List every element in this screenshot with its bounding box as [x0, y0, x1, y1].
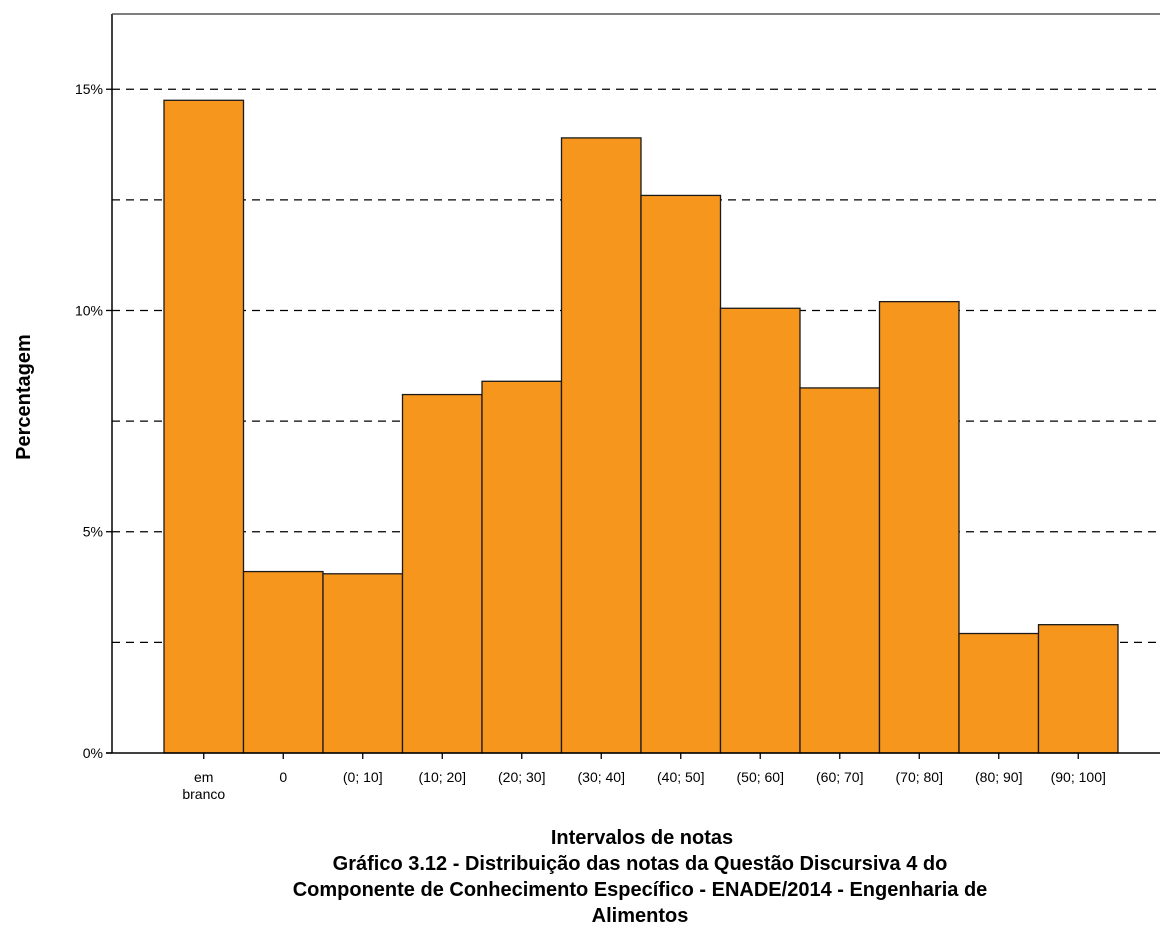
bar-3 [401, 393, 483, 754]
bar-9 [878, 300, 960, 754]
bar-10 [958, 632, 1040, 754]
bar-8 [799, 387, 881, 754]
x-tick-label: (20; 30] [498, 769, 545, 785]
bar-11 [1037, 624, 1119, 754]
y-tick-label: 5% [83, 524, 103, 540]
x-tick-label: 0 [279, 769, 287, 785]
x-tick-label: (30; 40] [578, 769, 625, 785]
bar-7 [719, 307, 801, 754]
bar-1 [242, 570, 324, 754]
x-tick-label: (10; 20] [419, 769, 466, 785]
x-tick-label: branco [182, 786, 225, 802]
y-axis-title: Percentagem [13, 334, 35, 460]
y-tick-label: 15% [75, 81, 103, 97]
x-tick-label: (60; 70] [816, 769, 863, 785]
x-tick-label: (90; 100] [1051, 769, 1106, 785]
figure-caption-line-2: Componente de Conhecimento Específico - … [293, 879, 988, 901]
x-tick-label: (40; 50] [657, 769, 704, 785]
bar-4 [481, 380, 563, 754]
figure-caption-line-3: Alimentos [592, 905, 689, 927]
y-tick-label: 10% [75, 302, 103, 318]
bar-0 [163, 99, 245, 754]
x-tick-label: (80; 90] [975, 769, 1022, 785]
bar-6 [640, 194, 722, 754]
x-tick-label: em [194, 769, 213, 785]
bar-2 [322, 573, 404, 754]
x-axis-title: Intervalos de notas [551, 827, 733, 849]
y-tick-label: 0% [83, 745, 103, 761]
y-axis-ticks: 0% 5% 10% 15% [75, 81, 112, 761]
bars [163, 99, 1119, 754]
x-tick-label: (0; 10] [343, 769, 383, 785]
x-tick-label: (70; 80] [896, 769, 943, 785]
bar-5 [560, 137, 642, 754]
figure-caption-line-1: Gráfico 3.12 - Distribuição das notas da… [333, 853, 948, 875]
x-tick-label: (50; 60] [737, 769, 784, 785]
